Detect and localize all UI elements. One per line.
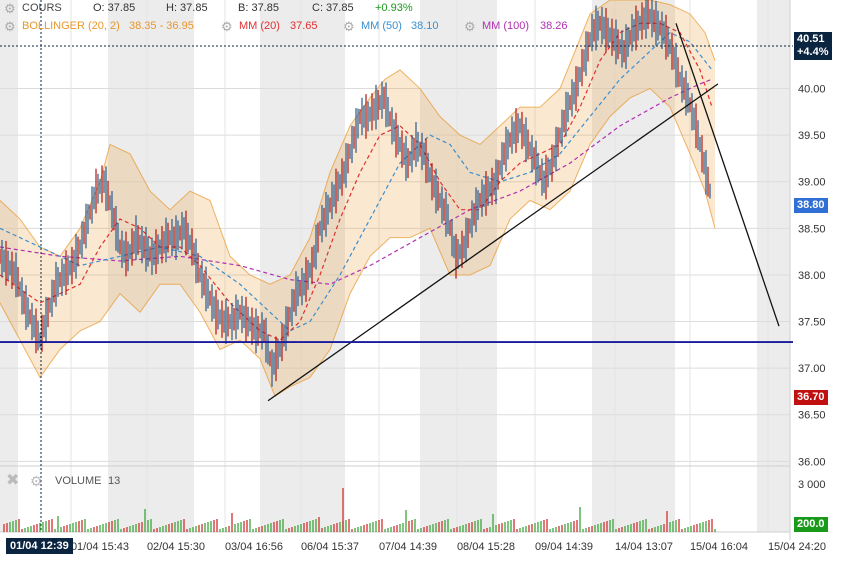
bollinger-band-fill [0,0,715,397]
bollinger-settings-gear-icon[interactable]: ⚙ [4,19,16,34]
mm100-settings-gear-icon[interactable]: ⚙ [464,19,476,34]
bollinger-lower-line [0,87,716,397]
x-tick-label: 15/04 24:20 [768,541,826,553]
y-tick-label: 38.50 [798,223,826,235]
y-tick-label: 40.00 [798,84,826,96]
blue-price-tag: 38.80 [794,198,828,213]
cursor-date-tag: 01/04 12:39 [6,538,73,554]
session-band [757,0,790,532]
mm20-line [0,22,713,341]
volume-tick-label: 3 000 [798,479,826,491]
mm20-settings-gear-icon[interactable]: ⚙ [221,19,233,34]
cours-label: COURS [22,2,62,14]
volume-settings-gear-icon[interactable]: ⚙ [30,473,43,489]
change-value: +0.93% [375,2,413,14]
volume-label: VOLUME [55,475,102,487]
bollinger-values: 38.35 - 36.95 [129,20,194,32]
close-volume-icon[interactable]: ✖ [6,472,20,489]
settings-gear-icon[interactable]: ⚙ [4,1,16,16]
mm20-legend: MM (20) [239,20,280,32]
close-value: C: 37.85 [312,2,354,14]
y-tick-label: 36.00 [798,456,826,468]
mm50-settings-gear-icon[interactable]: ⚙ [343,19,355,34]
y-tick-label: 38.00 [798,270,826,282]
chart-legend: ⚙ COURS O: 37.85 H: 37.85 B: 37.85 C: 37… [0,0,790,40]
x-tick-label: 03/04 16:56 [225,541,283,553]
x-tick-label: 15/04 16:04 [690,541,748,553]
x-tick-label: 01/04 15:43 [71,541,129,553]
y-tick-label: 37.50 [798,317,826,329]
red-price-tag: 36.70 [794,390,828,405]
y-tick-label: 39.50 [798,130,826,142]
current-price: 40.51 [797,33,825,45]
open-value: O: 37.85 [93,2,136,14]
x-tick-label: 08/04 15:28 [457,541,515,553]
trendline [675,23,780,327]
x-tick-label: 06/04 15:37 [301,541,359,553]
mm20-value: 37.65 [290,20,318,32]
low-value: B: 37.85 [238,2,279,14]
x-tick-label: 14/04 13:07 [615,541,673,553]
y-tick-label: 36.50 [798,410,826,422]
trendline [267,83,719,402]
volume-value: 13 [108,475,121,487]
bollinger-legend: BOLLINGER (20, 2) [22,20,120,32]
y-tick-label: 39.00 [798,177,826,189]
current-change: +4.4% [797,46,829,58]
x-tick-label: 07/04 14:39 [379,541,437,553]
y-tick-label: 37.00 [798,363,826,375]
mm100-value: 38.26 [540,20,568,32]
x-tick-label: 02/04 15:30 [147,541,205,553]
mm50-legend: MM (50) [361,20,402,32]
bollinger-upper-line [0,0,716,285]
volume-tag: 200.0 [794,517,828,532]
current-price-tag: 40.51 +4.4% [794,32,832,60]
mm100-legend: MM (100) [482,20,530,32]
mm50-value: 38.10 [411,20,439,32]
high-value: H: 37.85 [166,2,208,14]
x-tick-label: 09/04 14:39 [535,541,593,553]
session-band [0,0,18,532]
